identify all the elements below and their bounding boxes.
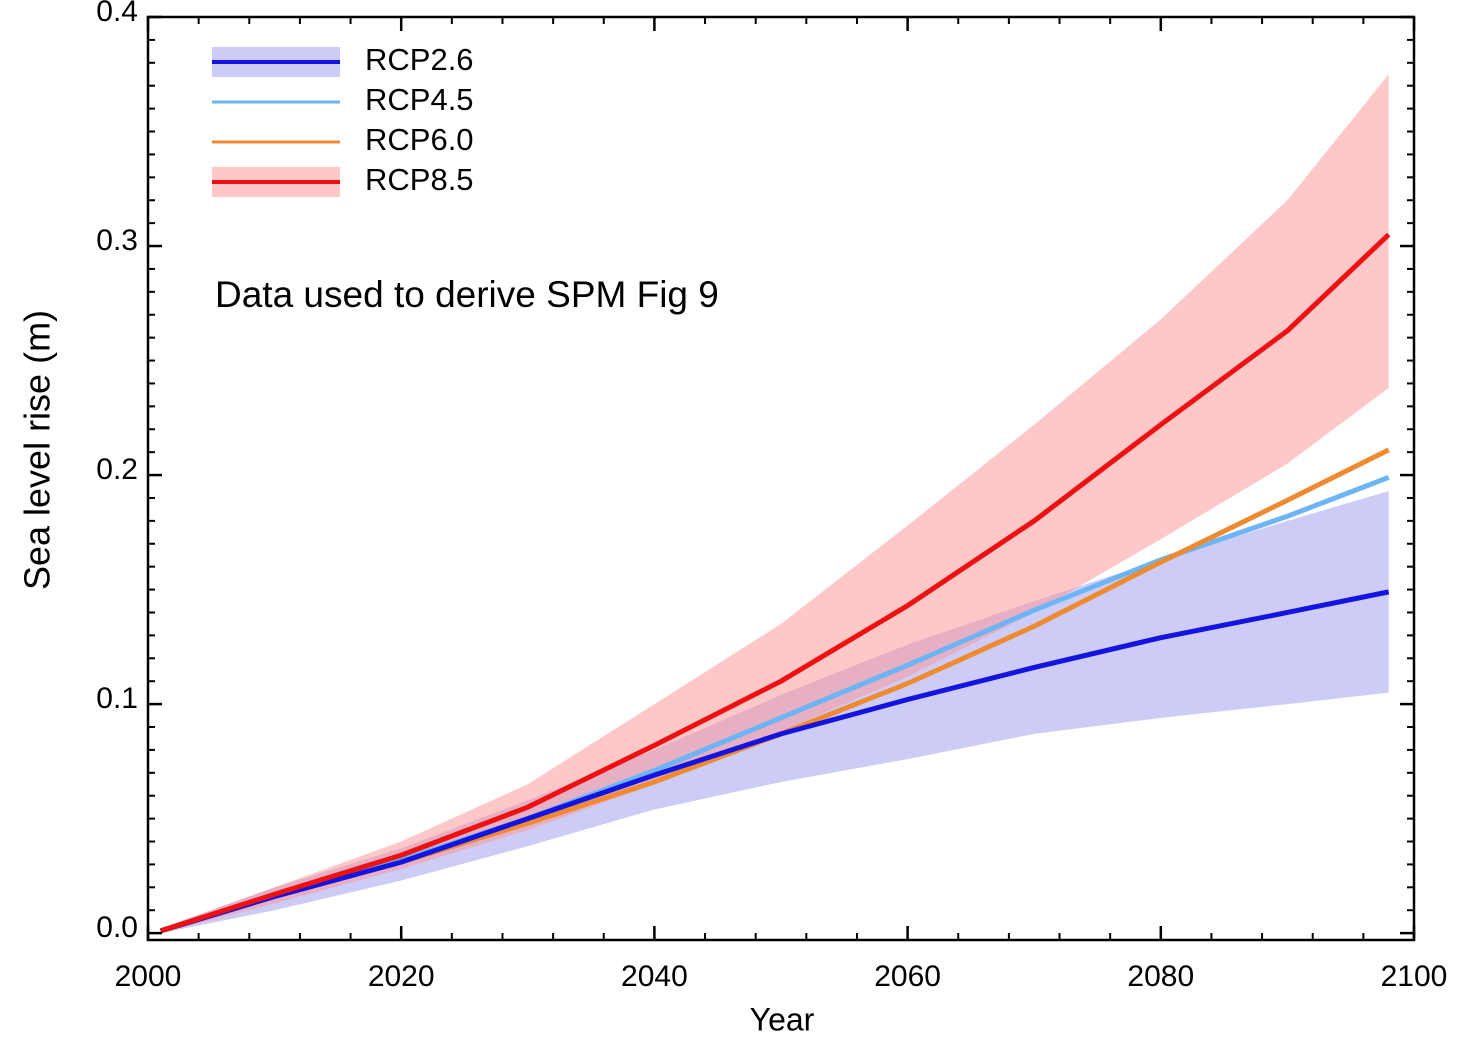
x-tick-label: 2060 [874,960,941,993]
legend-label: RCP6.0 [365,122,474,157]
band [160,74,1389,934]
y-tick-label: 0.4 [96,0,138,28]
line [159,589,1390,934]
legend-label: RCP2.6 [365,42,474,77]
x-tick-label: 2020 [368,960,435,993]
y-tick-label: 0.2 [96,453,138,486]
x-axis-label: Year [750,1001,815,1037]
plot-frame [146,15,1416,942]
y-tick-label: 0.1 [96,682,138,715]
x-tick-label: 2080 [1127,960,1194,993]
x-tick-label: 2040 [621,960,688,993]
line [159,232,1391,934]
x-tick-label: 2000 [115,960,182,993]
legend-label: RCP8.5 [365,162,474,197]
legend-label: RCP4.5 [365,82,474,117]
y-axis-label: Sea level rise (m) [17,310,58,590]
annotation: Data used to derive SPM Fig 9 [215,274,719,315]
x-tick-label: 2100 [1381,960,1448,993]
y-tick-label: 0.0 [96,911,138,944]
y-tick-label: 0.3 [96,224,138,257]
